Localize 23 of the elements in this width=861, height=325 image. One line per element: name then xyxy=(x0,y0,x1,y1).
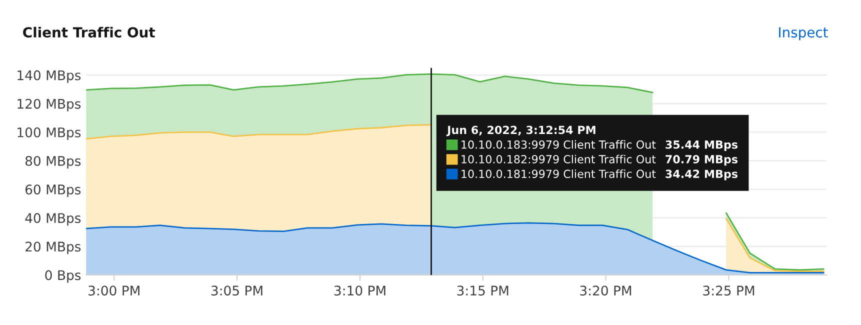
x-tick-label: 3:10 PM xyxy=(334,286,386,296)
legend-label: 10.10.0.183:9979 Client Traffic Out xyxy=(462,140,656,149)
annotation: 35.44 MBps xyxy=(666,140,738,151)
y-tick-label: 60 MBps xyxy=(25,184,81,198)
legend-label: 10.10.0.182:9979 Client Traffic Out xyxy=(462,154,656,164)
y-tick-label: 80 MBps xyxy=(25,156,81,168)
y-tick-label: 120 MBps xyxy=(18,98,81,112)
x-tick-label: 3:20 PM xyxy=(580,286,632,296)
x-tick-label: 3:15 PM xyxy=(457,286,508,296)
text: Inspect xyxy=(779,27,828,40)
y-tick-label: 20 MBps xyxy=(26,242,81,254)
x-tick-label: 3:00 PM xyxy=(88,286,140,296)
chart-title: Client Traffic Out xyxy=(23,26,155,38)
x-tick-label: 3:05 PM xyxy=(211,286,262,296)
x-tick-label: 3:25 PM xyxy=(703,286,754,296)
legend-label: 10.10.0.181:9979 Client Traffic Out xyxy=(462,169,656,178)
annotation: 34.42 MBps xyxy=(666,170,738,180)
y-tick-label: 140 MBps xyxy=(18,70,81,83)
y-tick-label: 0 Bps xyxy=(45,270,81,283)
y-tick-label: 100 MBps xyxy=(18,127,81,140)
annotation: 70.79 MBps xyxy=(666,155,738,166)
y-tick-label: 40 MBps xyxy=(25,213,81,226)
legend-title: Jun 6, 2022, 3:12:54 PM xyxy=(446,126,596,136)
